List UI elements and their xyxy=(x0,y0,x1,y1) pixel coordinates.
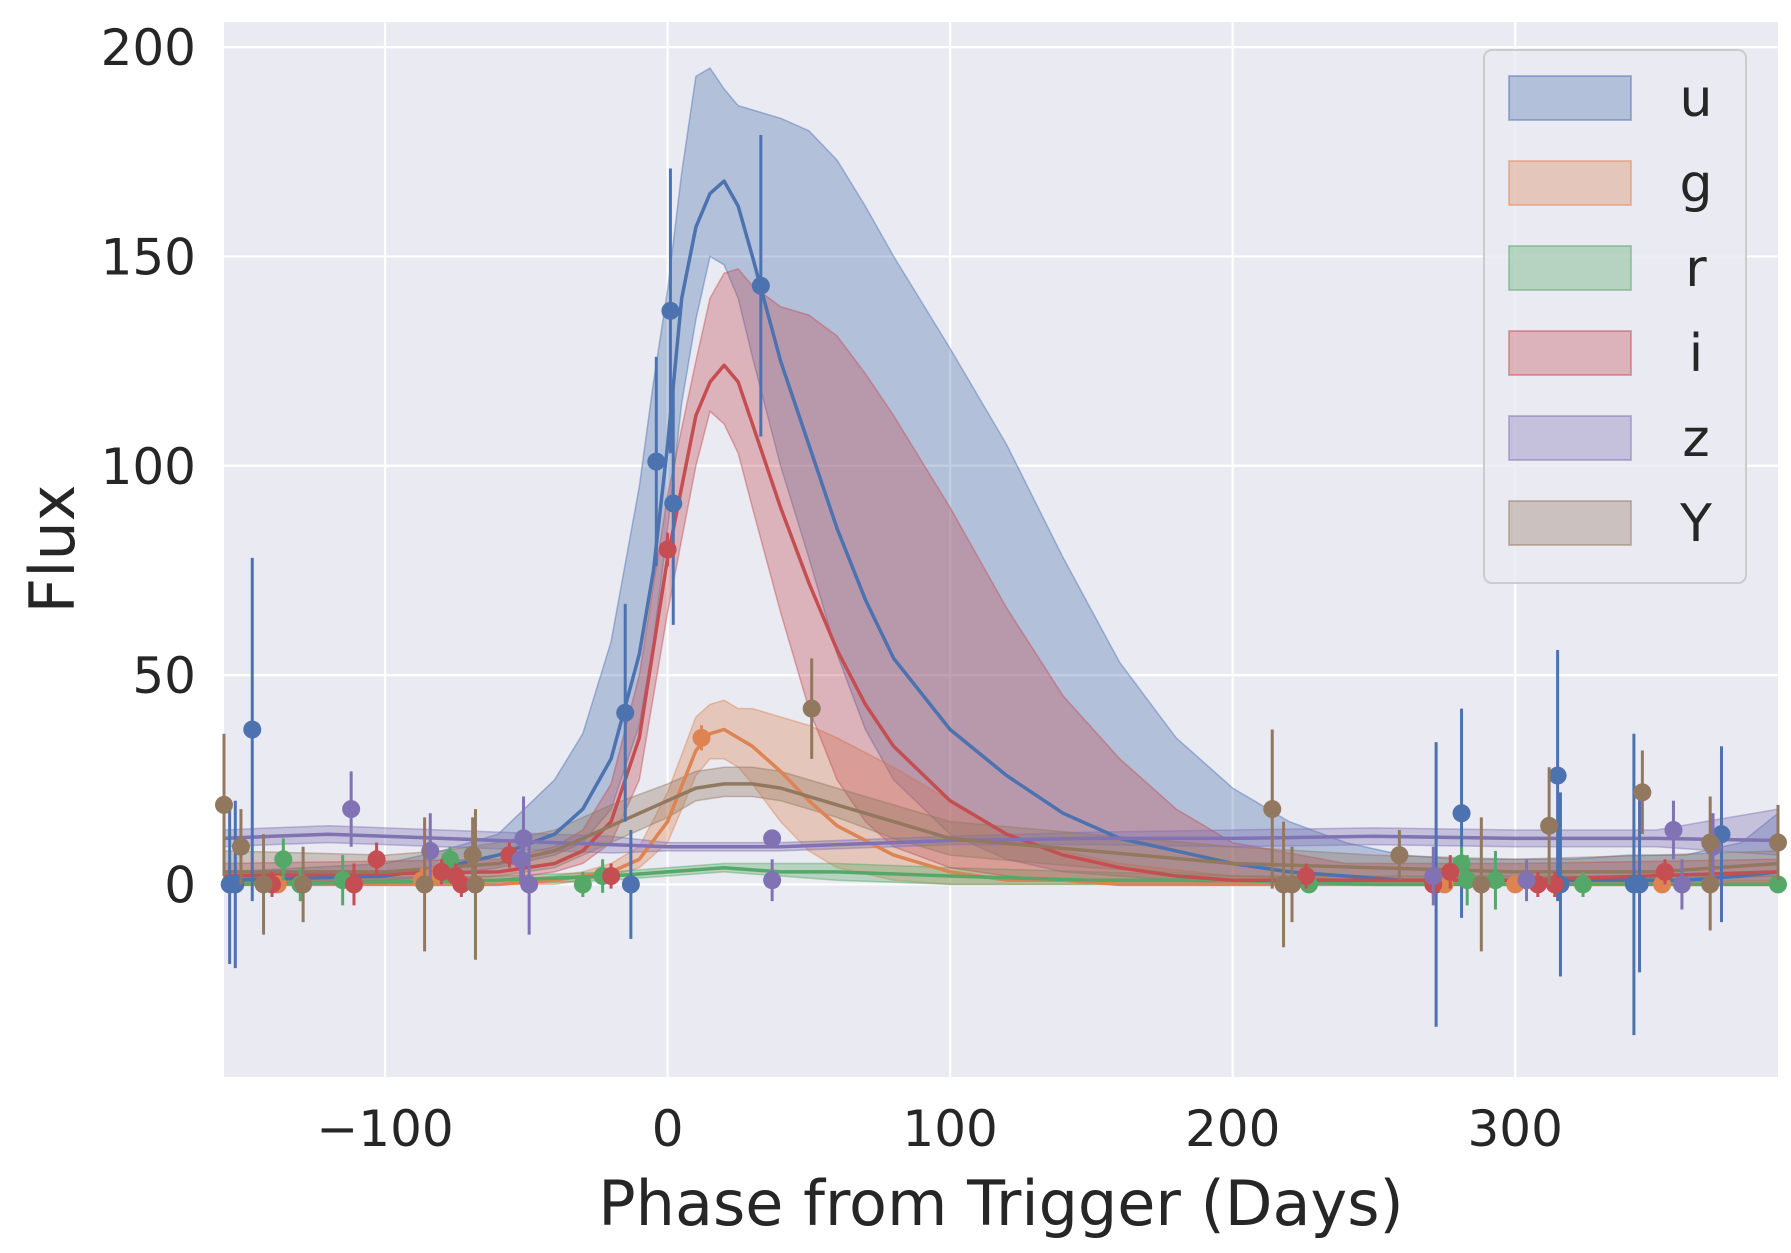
model-line-i xyxy=(223,363,1779,882)
point-i xyxy=(602,867,621,886)
point-Y xyxy=(254,875,273,894)
legend-swatch-r xyxy=(1508,245,1632,291)
legend-label-Y: Y xyxy=(1679,494,1712,554)
y-tick-label: 50 xyxy=(132,647,196,705)
legend-swatch-Y xyxy=(1508,500,1632,546)
legend-swatch-g xyxy=(1508,160,1632,206)
legend-label-i: i xyxy=(1689,324,1703,384)
point-i xyxy=(1441,862,1460,881)
point-u xyxy=(1630,875,1649,894)
y-tick-label: 0 xyxy=(164,856,196,914)
point-r xyxy=(1486,871,1505,890)
x-tick-label: 200 xyxy=(1185,1100,1280,1158)
point-Y xyxy=(1540,816,1559,835)
point-u xyxy=(621,875,640,894)
legend-label-z: z xyxy=(1682,409,1709,469)
legend-swatch-u xyxy=(1508,75,1632,121)
point-u xyxy=(664,494,683,513)
point-Y xyxy=(466,875,485,894)
point-i xyxy=(432,862,451,881)
point-z xyxy=(1517,871,1536,890)
point-Y xyxy=(1472,875,1491,894)
x-tick-label: 0 xyxy=(652,1100,684,1158)
model-line-z xyxy=(223,832,1779,849)
x-tick-label: 100 xyxy=(902,1100,997,1158)
point-Y xyxy=(294,875,313,894)
point-Y xyxy=(231,837,250,856)
point-r xyxy=(1458,871,1477,890)
legend-label-u: u xyxy=(1680,69,1713,129)
legend-swatch-z xyxy=(1508,415,1632,461)
point-Y xyxy=(1390,846,1409,865)
point-i xyxy=(1655,862,1674,881)
point-u xyxy=(1548,766,1567,785)
point-z xyxy=(763,829,782,848)
point-Y xyxy=(463,846,482,865)
point-z xyxy=(1664,820,1683,839)
point-z xyxy=(342,800,361,819)
point-Y xyxy=(1633,783,1652,802)
x-tick-label: −100 xyxy=(316,1100,453,1158)
point-Y xyxy=(1769,833,1787,852)
point-i xyxy=(452,875,471,894)
y-tick-label: 200 xyxy=(101,19,196,77)
point-z xyxy=(511,850,530,869)
tick-labels: −100 0 100 200 300 0 50 100 150 200 xyxy=(101,19,1563,1158)
point-z xyxy=(1424,867,1443,886)
point-i xyxy=(1297,867,1316,886)
point-r xyxy=(573,875,592,894)
point-Y xyxy=(802,699,821,718)
point-z xyxy=(1672,875,1691,894)
point-i xyxy=(344,875,363,894)
legend-swatch-i xyxy=(1508,330,1632,376)
legend-label-r: r xyxy=(1685,239,1707,299)
point-Y xyxy=(415,875,434,894)
point-r xyxy=(1769,875,1787,894)
point-u xyxy=(647,452,666,471)
point-Y xyxy=(1263,800,1282,819)
point-u xyxy=(243,720,262,739)
y-tick-label: 150 xyxy=(101,228,196,286)
point-g xyxy=(692,728,711,747)
point-r xyxy=(274,850,293,869)
point-z xyxy=(763,871,782,890)
point-u xyxy=(751,276,770,295)
x-axis-label: Phase from Trigger (Days) xyxy=(598,1167,1403,1240)
point-u xyxy=(661,301,680,320)
legend-frame xyxy=(1483,49,1747,584)
point-u xyxy=(616,703,635,722)
point-z xyxy=(520,875,539,894)
legend-label-g: g xyxy=(1679,154,1712,214)
point-Y xyxy=(1283,875,1302,894)
observations xyxy=(215,135,1787,1036)
x-tick-label: 300 xyxy=(1468,1100,1563,1158)
y-tick-label: 100 xyxy=(101,438,196,496)
y-axis-label: Flux xyxy=(16,485,89,614)
point-Y xyxy=(1701,875,1720,894)
point-u xyxy=(1452,804,1471,823)
point-Y xyxy=(215,795,233,814)
point-i xyxy=(658,540,677,559)
point-i xyxy=(367,850,386,869)
point-r xyxy=(1574,875,1593,894)
